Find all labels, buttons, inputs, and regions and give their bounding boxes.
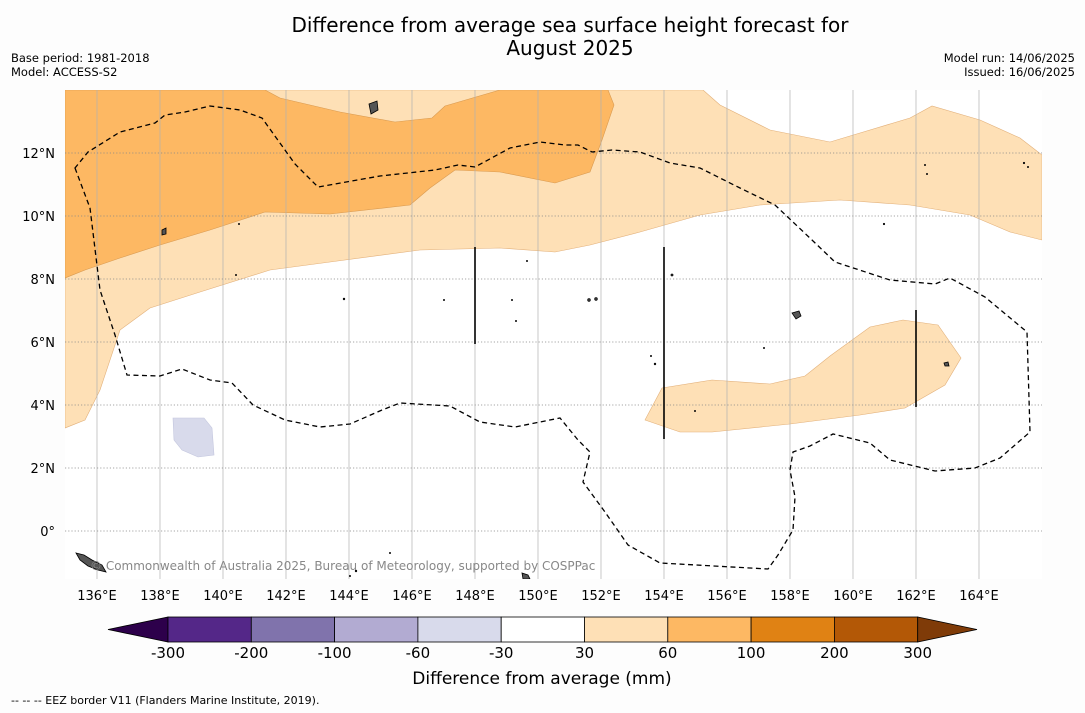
colorbar-tick: -300 xyxy=(151,644,185,662)
lon-label: 158°E xyxy=(770,589,810,604)
colorbar-tick: 30 xyxy=(575,644,594,662)
lon-label: 164°E xyxy=(959,589,999,604)
maritime-boundary-lines xyxy=(474,247,917,439)
lon-label: 160°E xyxy=(833,589,873,604)
islands xyxy=(75,100,1030,579)
colorbar: -300 -200 -100 -60 -30 30 60 100 200 300… xyxy=(107,616,978,689)
base-period: Base period: 1981-2018 xyxy=(11,51,150,65)
anomaly-region-30-60-east xyxy=(644,319,962,433)
title-line-1: Difference from average sea surface heig… xyxy=(291,13,849,37)
map-title: Difference from average sea surface heig… xyxy=(0,14,1085,60)
longitude-gridlines xyxy=(96,90,980,579)
colorbar-label: Difference from average (mm) xyxy=(412,669,671,689)
colorbar-tick: 100 xyxy=(737,644,766,662)
issued-date: Issued: 16/06/2025 xyxy=(964,65,1075,79)
footnote: -- -- -- EEZ border V11 (Flanders Marine… xyxy=(11,694,320,707)
latitude-labels: 12°N 10°N 8°N 6°N 4°N 2°N 0° xyxy=(22,147,55,540)
longitude-labels: 136°E 138°E 140°E 142°E 144°E 146°E 148°… xyxy=(77,589,999,604)
colorbar-tick: -200 xyxy=(234,644,268,662)
colorbar-tick: -100 xyxy=(318,644,352,662)
lat-label: 0° xyxy=(40,525,55,540)
lon-label: 156°E xyxy=(707,589,747,604)
lat-label: 8°N xyxy=(31,273,56,288)
colorbar-tick: 300 xyxy=(903,644,932,662)
lon-label: 150°E xyxy=(518,589,558,604)
colorbar-bin xyxy=(417,616,502,643)
lat-label: 10°N xyxy=(22,210,55,225)
colorbar-bin xyxy=(750,616,835,643)
lon-label: 148°E xyxy=(455,589,495,604)
model-name: Model: ACCESS-S2 xyxy=(11,65,118,79)
colorbar-under-triangle xyxy=(107,616,169,643)
lon-label: 154°E xyxy=(644,589,684,604)
lon-label: 162°E xyxy=(896,589,936,604)
anomaly-region-negative xyxy=(172,417,215,458)
colorbar-bin xyxy=(334,616,419,643)
colorbar-bin xyxy=(584,616,669,643)
lat-label: 2°N xyxy=(31,462,56,477)
lat-label: 12°N xyxy=(22,147,55,162)
model-run: Model run: 14/06/2025 xyxy=(943,51,1075,65)
anomaly-field: © Commonwealth of Australia 2025, Bureau… xyxy=(65,90,1042,579)
lon-label: 152°E xyxy=(581,589,621,604)
colorbar-tick: -30 xyxy=(489,644,514,662)
colorbar-tick: -60 xyxy=(406,644,431,662)
lon-label: 138°E xyxy=(140,589,180,604)
meta-right: Model run: 14/06/2025 Issued: 16/06/2025 xyxy=(944,51,1075,79)
colorbar-bin xyxy=(667,616,752,643)
lat-label: 6°N xyxy=(31,336,56,351)
colorbar-bin xyxy=(250,616,336,643)
colorbar-bin xyxy=(500,616,585,643)
lon-label: 144°E xyxy=(329,589,369,604)
lon-label: 136°E xyxy=(77,589,117,604)
colorbar-tick: 200 xyxy=(820,644,849,662)
colorbar-bin xyxy=(167,616,252,643)
title-line-2: August 2025 xyxy=(506,36,634,60)
colorbar-bin xyxy=(834,616,919,643)
lon-label: 142°E xyxy=(266,589,306,604)
colorbar-over-triangle xyxy=(917,616,978,643)
lat-label: 4°N xyxy=(31,399,56,414)
meta-left: Base period: 1981-2018 Model: ACCESS-S2 xyxy=(11,51,150,79)
lon-label: 146°E xyxy=(392,589,432,604)
lon-label: 140°E xyxy=(203,589,243,604)
colorbar-ticks: -300 -200 -100 -60 -30 30 60 100 200 300 xyxy=(151,644,932,662)
colorbar-tick: 60 xyxy=(658,644,677,662)
credit-text: © Commonwealth of Australia 2025, Bureau… xyxy=(90,559,595,573)
